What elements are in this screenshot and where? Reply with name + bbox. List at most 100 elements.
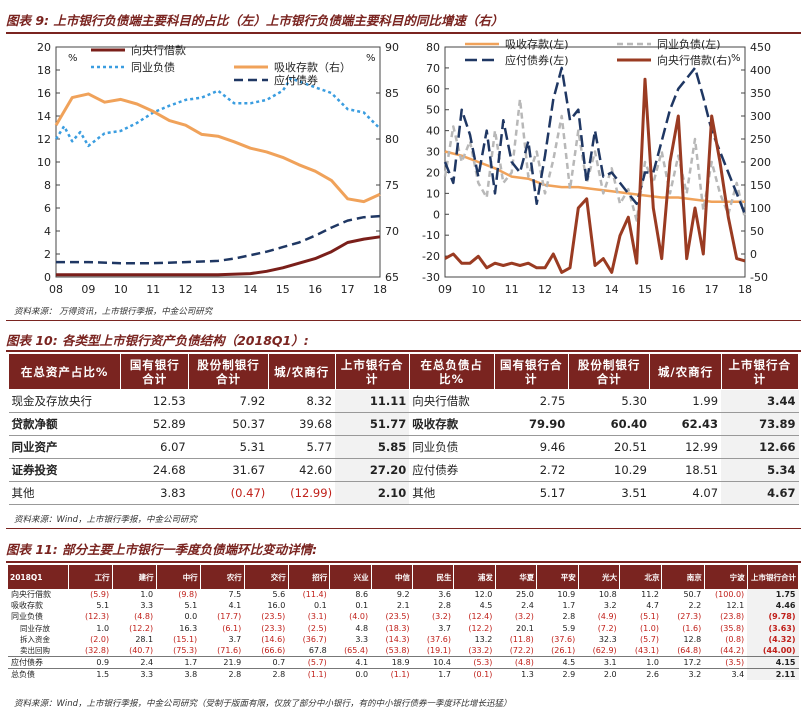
c1-ytick-left: 0	[44, 271, 51, 284]
t11-header: 光大	[578, 565, 621, 589]
c2-ytick-left: 10	[426, 187, 440, 200]
t11-cell: 1.7	[438, 669, 451, 679]
t11-cell: 3.7	[228, 634, 242, 644]
t11-cell: 13.2	[474, 634, 493, 644]
t11-cell: 16.3	[179, 623, 198, 633]
t11-cell: 4.5	[479, 601, 493, 611]
t10-cell: 同业负债	[409, 435, 495, 459]
t10-cell: (12.99)	[268, 481, 336, 505]
t11-cell: (23.5)	[385, 612, 410, 622]
t10-cell: 52.89	[120, 412, 189, 436]
t10-header: 在总负债占比%	[408, 353, 495, 390]
t10-cell: 51.77	[335, 412, 410, 436]
t11-cell: (12.2)	[468, 623, 493, 633]
c2-ytick-right: 250	[750, 133, 771, 146]
c1-ytick-right: 65	[385, 271, 399, 284]
t11-header: 民生	[412, 565, 455, 589]
t10-cell: 6.07	[120, 435, 189, 459]
fig9-title: 图表 9: 上市银行负债端主要科目的占比（左）上市银行负债端主要科目的同比增速（…	[6, 13, 504, 28]
t11-cell: (66.6)	[244, 644, 289, 657]
t11-cell: (18.3)	[385, 623, 410, 633]
chart-liability-share: 0 2 4 6 8 10 12 14 16 18 20 65 70 75 80 85 90 08 09 10 11 12 1…	[37, 41, 399, 296]
c2-ytick-right: 100	[750, 202, 771, 215]
t11-cell: (23.3)	[261, 623, 286, 633]
t11-cell: (33.2)	[453, 644, 496, 657]
t11-header: 交行	[244, 565, 289, 589]
t10-cell: 证券投资	[8, 458, 121, 482]
c1-series-line-3	[54, 92, 381, 204]
t10-cell: 贷款净额	[8, 412, 121, 436]
t11-cell: 20.1	[516, 623, 534, 633]
c2-series-line-2	[443, 66, 747, 215]
c2-ytick-right: 350	[750, 87, 771, 100]
t11-cell: (27.3)	[677, 612, 702, 622]
t10-cell: 12.99	[649, 435, 722, 459]
t10-cell: 50.37	[188, 412, 269, 436]
t11-cell: 1.3	[521, 669, 534, 679]
t11-cell: 5.1	[96, 601, 110, 611]
t11-cell: (43.1)	[619, 644, 662, 657]
t10-cell: 向央行借款	[409, 389, 495, 413]
t10-header: 股份制银行合计	[188, 353, 269, 390]
c2-ytick-right: -50	[750, 271, 768, 284]
t11-cell: 3.3	[355, 634, 369, 644]
c2-xtick: 12	[538, 283, 552, 296]
t11-cell: 12.0	[474, 590, 493, 600]
c1-xtick: 10	[114, 283, 128, 296]
t11-cell: (14.6)	[261, 634, 286, 644]
c1-ytick-left: 12	[37, 133, 51, 146]
t11-cell: (11.4)	[302, 590, 327, 600]
c2-xtick: 16	[671, 283, 685, 296]
c1-ylabel-left: %	[68, 53, 78, 64]
t11-cell: (4.9)	[597, 612, 617, 622]
c2-ytick-right: 400	[750, 64, 771, 77]
fig11-source: 资料来源：Wind，上市银行季报，中金公司研究（受制于版面有限，仅放了部分中小银…	[14, 699, 512, 709]
t11-cell: 0.1	[355, 601, 369, 611]
c1-legend-label-0: 向央行借款	[131, 43, 186, 57]
c2-legend-label-1: 同业负债(左)	[657, 37, 721, 51]
c1-ytick-left: 4	[44, 225, 51, 238]
t10-cell: 5.34	[721, 458, 799, 482]
c2-series-line-1	[443, 98, 747, 222]
t10-cell: 18.51	[649, 458, 722, 482]
table-row: 应付债券 0.9 2.4 1.7 21.9 0.7 (5.7) 4.1 18.9 10.4 (5.3…	[8, 656, 799, 669]
t11-cell: (23.5)	[261, 612, 286, 622]
t11-row-label: 总负债	[11, 669, 35, 679]
t11-cell: (5.1)	[639, 612, 659, 622]
t10-cell: 42.60	[268, 458, 336, 482]
c1-ytick-left: 18	[37, 64, 51, 77]
c1-ytick-left: 2	[44, 248, 51, 261]
c2-ytick-left: 80	[426, 41, 440, 54]
t11-cell: (1.1)	[307, 669, 327, 679]
c1-xtick: 11	[146, 283, 160, 296]
t10-cell: 现金及存放央行	[8, 389, 121, 413]
t11-cell: 2.4	[112, 656, 157, 669]
t11-header: 招行	[288, 565, 331, 589]
c2-xtick: 15	[638, 283, 652, 296]
t10-cell: 其他	[409, 481, 495, 505]
t11-cell: (2.5)	[307, 623, 327, 633]
t11-cell: (5.9)	[90, 590, 110, 600]
c1-xtick: 12	[179, 283, 193, 296]
t11-header: 建行	[112, 565, 157, 589]
t11-row-label: 应付债券	[8, 656, 69, 669]
c1-ytick-left: 16	[37, 87, 51, 100]
c2-xtick: 13	[571, 283, 585, 296]
c2-xtick: 18	[738, 283, 752, 296]
t11-cell: 2.0	[603, 669, 617, 679]
t11-row-label: 卖出回购	[8, 644, 69, 657]
t10-header: 在总资产占比%	[7, 353, 122, 390]
c1-ytick-left: 8	[44, 179, 51, 192]
t11-cell: (62.9)	[578, 644, 620, 657]
c2-ytick-left: 40	[426, 125, 440, 138]
c2-ytick-right: 50	[750, 225, 764, 238]
t11-cell: 9.2	[396, 590, 410, 600]
t10-cell: 4.67	[721, 481, 799, 505]
c2-series-line-3	[444, 77, 746, 274]
t10-cell: 24.68	[120, 458, 189, 482]
t11-cell: 2.4	[521, 601, 534, 611]
t10-header: 上市银行合计	[334, 353, 410, 390]
table-row: 卖出回购 (32.8) (40.7) (75.3) (71.6) (66.6) 67.8 (6…	[8, 644, 799, 657]
t11-cell: 5.9	[562, 623, 576, 633]
t11-cell: (5.7)	[639, 634, 659, 644]
